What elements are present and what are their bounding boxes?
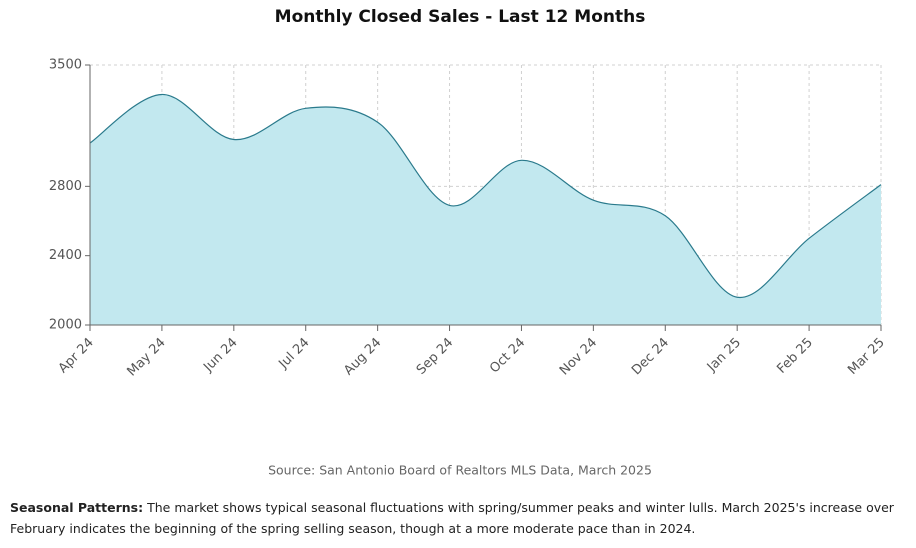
x-tick-label: May 24 xyxy=(124,335,168,379)
x-tick-label: Feb 25 xyxy=(774,335,816,377)
x-tick-label: Aug 24 xyxy=(341,335,384,378)
x-tick-label: Jun 24 xyxy=(200,335,240,375)
x-tick-label: Jul 24 xyxy=(276,335,313,372)
note: Seasonal Patterns: The market shows typi… xyxy=(10,497,900,539)
y-tick-label: 2000 xyxy=(49,318,82,333)
line xyxy=(89,93,882,298)
area xyxy=(90,94,881,325)
x-tick-label: Apr 24 xyxy=(56,335,97,376)
chart-title: Monthly Closed Sales - Last 12 Months xyxy=(275,7,646,27)
note-label: Seasonal Patterns: xyxy=(10,500,144,515)
note-text: The market shows typical seasonal fluctu… xyxy=(10,500,894,536)
y-tick-label: 2400 xyxy=(49,248,82,263)
source: Source: San Antonio Board of Realtors ML… xyxy=(268,463,652,478)
chart: Monthly Closed Sales - Last 12 Months So… xyxy=(49,7,888,478)
x-tick-label: Jan 25 xyxy=(704,335,744,375)
x-tick-label: Sep 24 xyxy=(414,335,457,378)
y-tick-label: 2800 xyxy=(49,179,82,194)
x-tick-label: Nov 24 xyxy=(557,335,600,378)
x-tick-label: Mar 25 xyxy=(845,335,888,378)
x-tick-label: Oct 24 xyxy=(487,335,528,376)
x-tick-label: Dec 24 xyxy=(629,335,672,378)
y-tick-label: 3500 xyxy=(49,58,82,73)
